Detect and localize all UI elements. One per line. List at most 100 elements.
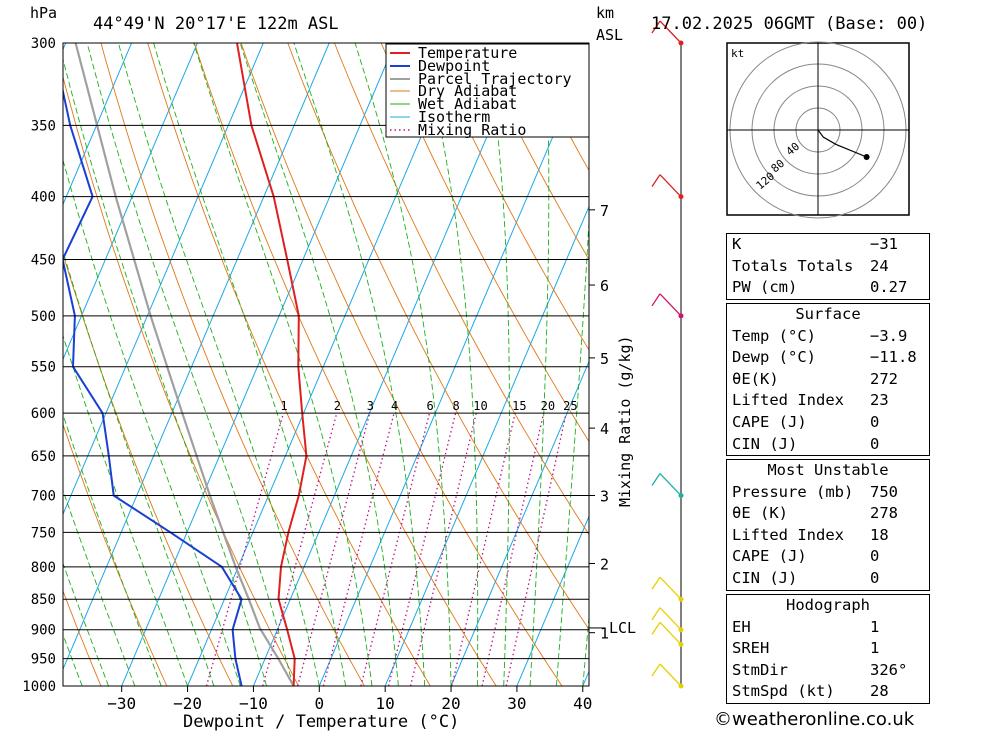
height-tick-label: 4 (600, 420, 609, 438)
dry-adiabat-line (334, 43, 589, 536)
surface-table: Surface Temp (°C) −3.9 Dewp (°C) −11.8 θE(… (726, 303, 930, 457)
hodograph-table: Hodograph EH 1 SREH 1 StmDir 326° StmSpd (k… (726, 594, 930, 704)
mixing-ratio-label: 15 (512, 399, 526, 413)
mixing-ratio-line (205, 413, 285, 686)
mixing-ratio-line (451, 413, 516, 686)
wet-adiabat-line (63, 489, 136, 686)
hodo-row-stmdir: StmDir 326° (732, 660, 908, 679)
pressure-tick-label: 850 (31, 592, 56, 608)
wind-barb-flag (651, 622, 661, 635)
wind-barb-staff (659, 663, 682, 687)
isotherm-line (121, 43, 396, 686)
pressure-tick-label: 550 (31, 360, 56, 376)
height-tick-label: 3 (600, 488, 609, 506)
isotherm-line (63, 43, 198, 361)
axes: 1 2 3 4 6 8 10 15 20 2530035040045050055060065070… (22, 36, 636, 713)
isotherm-line (187, 43, 462, 686)
height-tick-label: 5 (600, 350, 609, 368)
datetime-title: 17.02.2025 06GMT (Base: 00) (651, 14, 927, 34)
wind-barb-flag (651, 473, 661, 486)
dry-adiabat-line (63, 589, 102, 686)
dry-adiabat-line (63, 422, 168, 686)
mu-row-cape: CAPE (J) 0 (732, 547, 880, 566)
wet-adiabat-line (293, 43, 426, 686)
legend-label-mixing-ratio: Mixing Ratio (418, 121, 526, 139)
mixing-ratio-label: 3 (367, 399, 374, 413)
wet-adiabat-line (486, 43, 510, 686)
isotherm-line (450, 360, 589, 686)
height-tick-label: 7 (600, 202, 609, 220)
temperature-tick-label: 40 (573, 694, 592, 713)
legend-label-temperature: Temperature (418, 44, 517, 62)
mixing-ratio-line (322, 413, 395, 686)
temperature-tick-label: −10 (239, 694, 268, 713)
mixing-ratio-label: 6 (426, 399, 433, 413)
wind-barb-staff (659, 607, 682, 631)
mixing-ratio-line (505, 413, 567, 686)
wind-barb-staff (659, 293, 682, 317)
dry-adiabat-line (380, 43, 589, 443)
pressure-tick-label: 500 (31, 309, 56, 325)
wet-adiabat-line (420, 43, 479, 686)
dry-adiabat-line (287, 43, 589, 631)
temperature-tick-label: 10 (376, 694, 395, 713)
dewpoint-line (63, 87, 243, 686)
most-unstable-title: Most Unstable (767, 461, 889, 479)
hodo-row-sreh: SREH 1 (732, 639, 880, 658)
index-row-pw: PW (cm) 0.27 (732, 278, 908, 297)
wind-barb-flag (651, 663, 661, 677)
surface-row-temp: Temp (°C) −3.9 (732, 326, 908, 345)
isotherm-line (63, 43, 264, 516)
temperature-tick-label: −30 (107, 694, 136, 713)
pressure-tick-label: 900 (31, 623, 56, 639)
pressure-tick-label: 700 (31, 489, 56, 505)
wind-barb-staff (659, 174, 682, 198)
wet-adiabat-line (193, 43, 373, 686)
pressure-tick-label: 350 (31, 118, 56, 134)
height-unit-sub-label: ASL (596, 26, 623, 44)
hodograph-unit-label: kt (731, 47, 744, 60)
mixing-ratio-label: 8 (453, 399, 460, 413)
pressure-tick-label: 300 (31, 36, 56, 52)
height-tick-label: 2 (600, 555, 609, 573)
mixing-ratio-label: 20 (541, 399, 555, 413)
surface-row-lifted-index: Lifted Index 23 (732, 391, 889, 410)
mixing-ratio-line (387, 413, 457, 686)
indices-table: K −31 Totals Totals 24 PW (cm) 0.27 (726, 233, 930, 300)
pressure-tick-label: 600 (31, 406, 56, 422)
wind-barb-flag (651, 293, 661, 307)
legend-label-wet-adiabat: Wet Adiabat (418, 95, 517, 113)
mixing-ratio-label: 25 (563, 399, 577, 413)
wet-adiabat-line (153, 43, 347, 686)
height-unit-label: km (596, 4, 614, 22)
surface-row-cin: CIN (J) 0 (732, 434, 880, 453)
mu-row-lifted-index: Lifted Index 18 (732, 525, 889, 544)
wet-adiabat-line (63, 413, 162, 686)
wet-adiabat-line (63, 334, 189, 686)
plot-frame (62, 42, 590, 687)
copyright-footer[interactable]: ©weatheronline.co.uk (714, 709, 915, 730)
surface-title: Surface (795, 305, 861, 323)
legend-label-dry-adiabat: Dry Adiabat (418, 82, 517, 100)
mixing-ratio-label: 4 (391, 399, 398, 413)
mixing-ratio-line (360, 413, 431, 686)
pressure-unit-label: hPa (30, 4, 57, 22)
wet-adiabat-line (86, 43, 294, 686)
mu-row-pressure: Pressure (mb) 750 (732, 482, 898, 501)
hodograph-end-point (863, 154, 870, 160)
legend-label-dewpoint: Dewpoint (418, 57, 490, 75)
pressure-tick-label: 450 (31, 253, 56, 269)
pressure-tick-label: 400 (31, 190, 56, 206)
index-row-k: K −31 (732, 235, 898, 253)
dry-adiabat-line (100, 43, 365, 686)
mu-row-cin: CIN (J) 0 (732, 568, 880, 587)
mixing-ratio-line (481, 413, 545, 686)
dry-adiabat-line (474, 43, 589, 261)
mu-row-thetae: θE (K) 278 (732, 504, 898, 523)
isotherm-line (318, 50, 589, 686)
wind-barb-staff (659, 621, 682, 645)
pressure-tick-label: 650 (31, 449, 56, 465)
wind-barb-staff (659, 473, 682, 496)
legend-label-parcel: Parcel Trajectory (418, 70, 572, 88)
index-row-totals: Totals Totals 24 (732, 256, 889, 275)
